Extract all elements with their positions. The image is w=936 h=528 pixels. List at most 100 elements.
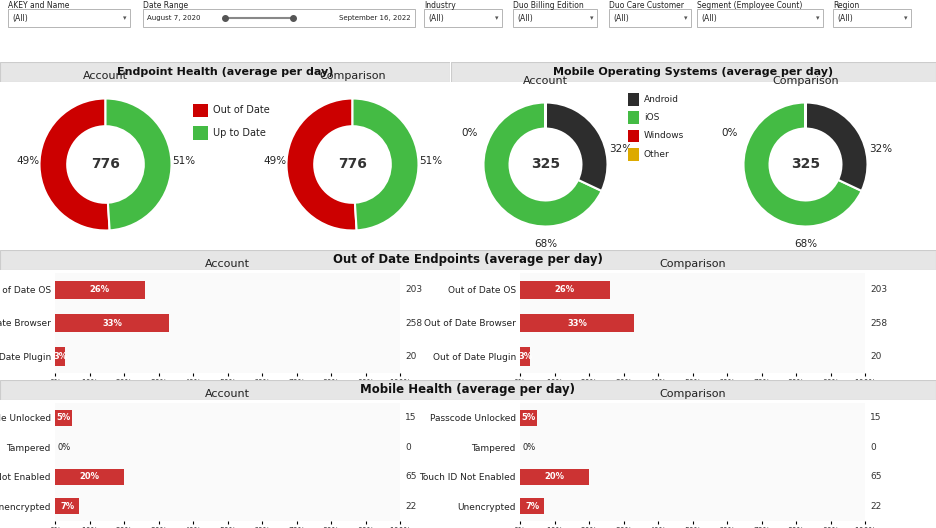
Bar	[193, 103, 209, 117]
Text: 7%: 7%	[525, 502, 539, 511]
Text: 33%: 33%	[567, 318, 587, 327]
Wedge shape	[484, 102, 602, 227]
Text: 22: 22	[870, 502, 882, 511]
Title: Account: Account	[83, 71, 128, 81]
Text: Region: Region	[833, 1, 859, 10]
Text: 3%: 3%	[519, 352, 533, 361]
Text: Out of Date: Out of Date	[212, 105, 270, 115]
Bar	[628, 111, 639, 124]
Title: Comparison: Comparison	[659, 390, 725, 400]
Bar	[628, 129, 639, 143]
Bar	[55, 347, 66, 365]
Text: August 7, 2020: August 7, 2020	[147, 15, 200, 21]
Text: 15: 15	[870, 413, 882, 422]
Text: iOS: iOS	[644, 113, 659, 122]
Bar	[193, 126, 209, 139]
Bar	[55, 410, 72, 426]
Bar	[520, 314, 634, 332]
Text: 258: 258	[870, 318, 887, 327]
Text: Multiple Accounts Selected: Multiple Accounts Selected	[373, 42, 563, 55]
Text: 15: 15	[405, 413, 417, 422]
Title: Comparison: Comparison	[659, 259, 725, 269]
Text: (All): (All)	[517, 14, 533, 23]
Bar	[424, 9, 502, 27]
Bar	[609, 9, 691, 27]
Text: 325: 325	[531, 157, 560, 172]
Text: 0%: 0%	[523, 443, 536, 452]
Text: 7%: 7%	[60, 502, 74, 511]
Bar	[520, 410, 537, 426]
Text: (All): (All)	[701, 14, 717, 23]
Text: ▾: ▾	[815, 15, 819, 21]
Bar	[520, 498, 544, 514]
Title: Account: Account	[523, 76, 568, 86]
Text: AKEY and Name: AKEY and Name	[8, 1, 69, 10]
Text: 0: 0	[405, 443, 411, 452]
Text: Endpoint Health (average per day): Endpoint Health (average per day)	[117, 67, 333, 77]
Text: 203: 203	[870, 285, 887, 294]
Wedge shape	[743, 102, 862, 227]
Text: Mobile Health (average per day): Mobile Health (average per day)	[360, 383, 576, 397]
Wedge shape	[546, 102, 607, 191]
Text: 20: 20	[870, 352, 882, 361]
Text: Mobile Operating Systems (average per day): Mobile Operating Systems (average per da…	[553, 67, 834, 77]
Text: 51%: 51%	[418, 156, 442, 166]
Text: 776: 776	[338, 157, 367, 172]
Text: Duo Care Customer: Duo Care Customer	[609, 1, 684, 10]
Text: (All): (All)	[12, 14, 28, 23]
Title: Account: Account	[205, 259, 250, 269]
Text: 258: 258	[405, 318, 422, 327]
Title: Comparison: Comparison	[772, 76, 839, 86]
Bar	[520, 347, 531, 365]
Bar	[628, 148, 639, 161]
Text: 68%: 68%	[534, 239, 557, 249]
Text: 33%: 33%	[102, 318, 122, 327]
Text: Date Range: Date Range	[143, 1, 188, 10]
Text: (All): (All)	[613, 14, 629, 23]
Text: Industry: Industry	[424, 1, 456, 10]
Text: 49%: 49%	[263, 156, 286, 166]
Text: Up to Date: Up to Date	[212, 128, 266, 138]
Text: Other: Other	[644, 150, 670, 159]
Text: ▾: ▾	[903, 15, 907, 21]
Text: 5%: 5%	[521, 413, 535, 422]
Text: Android: Android	[644, 95, 679, 103]
Bar	[143, 9, 415, 27]
Text: 32%: 32%	[870, 144, 893, 154]
Text: 5%: 5%	[56, 413, 71, 422]
Bar	[55, 469, 124, 485]
Text: 65: 65	[870, 472, 882, 481]
Text: 776: 776	[91, 157, 120, 172]
Text: 65: 65	[405, 472, 417, 481]
Wedge shape	[106, 99, 171, 230]
Bar	[8, 9, 130, 27]
Text: Out of Date Endpoints (average per day): Out of Date Endpoints (average per day)	[333, 253, 603, 267]
Bar	[520, 469, 589, 485]
Wedge shape	[39, 99, 110, 231]
Bar	[55, 498, 80, 514]
Text: ▾: ▾	[683, 15, 687, 21]
Bar	[55, 314, 168, 332]
Text: 0%: 0%	[722, 128, 739, 138]
Text: ▾: ▾	[590, 15, 593, 21]
Text: 49%: 49%	[16, 156, 39, 166]
Text: 26%: 26%	[555, 285, 575, 294]
Wedge shape	[806, 102, 868, 191]
Bar	[697, 9, 823, 27]
Text: 3%: 3%	[53, 352, 67, 361]
Title: Account: Account	[205, 390, 250, 400]
Text: 20%: 20%	[545, 472, 564, 481]
Text: Segment (Employee Count): Segment (Employee Count)	[697, 1, 802, 10]
Text: (All): (All)	[428, 14, 444, 23]
Wedge shape	[353, 99, 418, 230]
Text: September 16, 2022: September 16, 2022	[340, 15, 411, 21]
Text: 51%: 51%	[172, 156, 195, 166]
Text: 20%: 20%	[80, 472, 99, 481]
Bar	[55, 280, 145, 299]
Text: 325: 325	[791, 157, 820, 172]
Bar	[833, 9, 911, 27]
Text: 20: 20	[405, 352, 417, 361]
Text: 68%: 68%	[794, 239, 817, 249]
Bar	[513, 9, 597, 27]
Text: ▾: ▾	[494, 15, 498, 21]
